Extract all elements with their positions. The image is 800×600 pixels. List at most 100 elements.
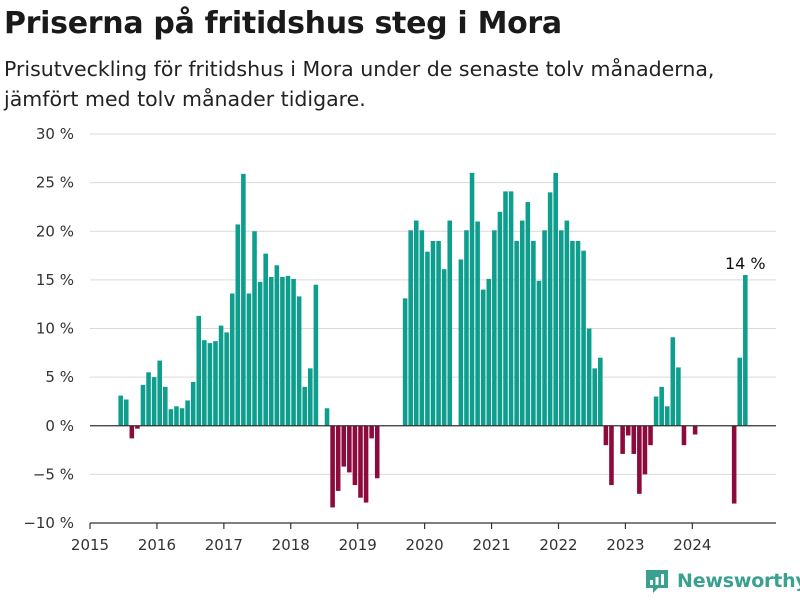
y-tick-label: 5 % (45, 368, 74, 386)
bar (207, 343, 213, 426)
bar (514, 240, 519, 426)
bar (503, 191, 508, 426)
bar (202, 340, 207, 426)
bar (185, 400, 190, 426)
bar (575, 240, 581, 426)
bar (731, 425, 737, 504)
bar (302, 386, 308, 426)
x-axis: 2015 2016 2017 2018 2019 2020 2021 2022 2023 2024 (71, 522, 776, 554)
bar (280, 276, 285, 426)
bar (190, 381, 196, 426)
bar (285, 275, 291, 426)
y-tick-label: 20 % (36, 222, 74, 240)
bar (469, 172, 475, 426)
x-tick-label: 2022 (539, 536, 577, 554)
bar (625, 425, 631, 436)
bar (542, 230, 547, 426)
annotation-label: 14 % (725, 254, 766, 273)
bar (135, 425, 140, 429)
bar (609, 425, 614, 486)
bar (692, 425, 698, 435)
bar (308, 368, 313, 426)
bar (157, 360, 162, 426)
bar (620, 425, 625, 454)
bar (743, 275, 748, 426)
annotations: 14 % (725, 254, 766, 273)
bar (681, 425, 687, 446)
bar (246, 293, 252, 426)
x-tick-label: 2024 (673, 536, 711, 554)
bar (519, 220, 525, 426)
bar (263, 253, 268, 426)
bar (430, 240, 436, 426)
x-tick-label: 2017 (205, 536, 243, 554)
bar (229, 293, 235, 426)
bar (570, 240, 575, 426)
bar (179, 408, 185, 426)
bar (637, 425, 642, 494)
bar (274, 265, 280, 426)
bar (531, 240, 536, 426)
chart-subtitle: Prisutveckling för fritidshus i Mora und… (4, 57, 715, 111)
bar (335, 425, 341, 491)
bar (670, 337, 676, 426)
bar (486, 278, 492, 426)
y-tick-label: −5 % (33, 465, 74, 483)
bar (581, 250, 586, 426)
bar (564, 220, 570, 426)
x-tick-label: 2015 (71, 536, 109, 554)
bar (425, 251, 430, 426)
x-tick-label: 2016 (138, 536, 176, 554)
bar (235, 224, 241, 426)
x-tick-label: 2019 (339, 536, 377, 554)
bar (553, 172, 558, 426)
bars (118, 172, 748, 508)
newsworthy-logo: Newsworthy (644, 568, 800, 594)
bar (447, 220, 453, 426)
bar (257, 281, 263, 426)
bar (369, 425, 374, 439)
bar (363, 425, 369, 503)
bar (374, 425, 380, 479)
bar (419, 230, 425, 426)
newsworthy-logo-icon (646, 570, 668, 593)
bar (146, 372, 151, 426)
chart-title: Priserna på fritidshus steg i Mora (4, 6, 562, 41)
y-tick-label: 15 % (36, 271, 74, 289)
bar (296, 296, 302, 426)
x-tick-label: 2021 (472, 536, 510, 554)
bar (558, 230, 564, 426)
bar (118, 395, 123, 426)
y-tick-label: 0 % (45, 417, 74, 435)
newsworthy-logo-text: Newsworthy (677, 570, 800, 592)
bar (324, 408, 330, 426)
bar (664, 406, 670, 426)
bar (497, 211, 503, 426)
bar (475, 221, 480, 426)
bar (218, 325, 224, 426)
bar (402, 298, 408, 426)
bar (676, 367, 681, 426)
y-tick-label: 25 % (36, 174, 74, 192)
bar (129, 425, 135, 439)
bar (140, 384, 146, 426)
bar (358, 425, 363, 498)
bar (196, 315, 202, 426)
bar (737, 357, 743, 426)
bar (653, 396, 659, 426)
bar (508, 191, 514, 426)
y-tick-label: 30 % (36, 125, 74, 143)
bar (480, 289, 486, 426)
bar (659, 386, 664, 426)
bar (631, 425, 637, 454)
bar (648, 425, 653, 446)
bar (291, 278, 296, 426)
bar (408, 230, 413, 426)
bar (347, 425, 352, 473)
bar (536, 280, 542, 426)
bar (547, 192, 553, 426)
bar (151, 377, 157, 426)
bar (241, 173, 246, 426)
bar (464, 230, 469, 426)
